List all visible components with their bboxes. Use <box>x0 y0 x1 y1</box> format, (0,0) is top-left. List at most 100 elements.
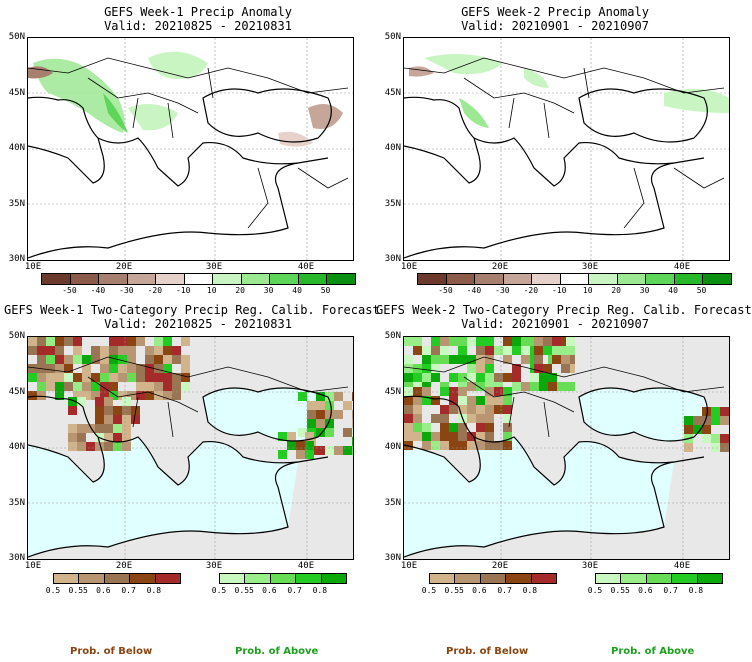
colorbar-swatch <box>531 574 557 583</box>
colorbar-swatch <box>697 574 723 583</box>
probability-cell <box>440 432 449 441</box>
probability-cell <box>28 391 37 400</box>
probability-cell <box>77 397 86 406</box>
colorbar-tick-label: 10 <box>206 286 217 295</box>
probability-cell <box>720 443 729 452</box>
probability-cell <box>343 446 352 455</box>
probability-cell <box>113 424 122 433</box>
probability-cell <box>449 396 458 405</box>
probability-cell <box>404 414 413 423</box>
probability-cell <box>181 373 190 382</box>
probability-cell <box>95 397 104 406</box>
probability-cell <box>503 405 512 414</box>
probability-cell <box>305 432 314 441</box>
probability-cell <box>109 346 118 355</box>
colorbar-tick-label: 0.55 <box>68 586 88 595</box>
lon-label: 40E <box>673 561 691 571</box>
probability-cell <box>503 387 512 396</box>
lon-label: 10E <box>24 561 42 571</box>
probability-cells <box>28 337 353 459</box>
probability-cell <box>127 364 136 373</box>
probability-cell <box>449 441 458 450</box>
colorbar-swatch <box>617 274 647 284</box>
probability-cell <box>476 364 485 373</box>
lat-label: 50N <box>8 32 25 42</box>
panel3-title: GEFS Week-1 Two-Category Precip Reg. Cal… <box>4 303 380 317</box>
probability-cell <box>68 424 77 433</box>
probability-cell <box>46 355 55 364</box>
probability-cell <box>543 346 552 355</box>
panel3-valid: Valid: 20210825 - 20210831 <box>104 317 292 331</box>
lon-label: 30E <box>581 561 599 571</box>
colorbar-swatch <box>155 574 181 583</box>
colorbar-tick-label: 20 <box>611 286 621 295</box>
colorbar-tick-label: -40 <box>466 286 482 295</box>
coastlines <box>28 88 332 259</box>
probability-cell <box>503 414 512 423</box>
probability-cell <box>485 364 494 373</box>
probability-cell <box>73 373 82 382</box>
probability-cell <box>476 414 485 423</box>
probability-cell <box>458 337 467 346</box>
probability-cell <box>413 405 422 414</box>
probability-cell <box>325 446 334 455</box>
lon-label: 40E <box>297 262 315 272</box>
probability-cell <box>82 355 91 364</box>
probability-cell <box>702 434 711 443</box>
probability-cell <box>37 337 46 346</box>
map-week2-anomaly <box>404 38 729 260</box>
lat-label: 45N <box>8 387 25 397</box>
probability-cell <box>118 346 127 355</box>
probability-cell <box>476 405 485 414</box>
panel1-valid: Valid: 20210825 - 20210831 <box>104 19 292 33</box>
probability-cell <box>539 382 548 391</box>
probability-cell <box>404 382 413 391</box>
panel2-title: GEFS Week-2 Precip Anomaly <box>461 5 649 19</box>
probability-cell <box>343 428 352 437</box>
probability-cell <box>494 396 503 405</box>
colorbar-swatch <box>184 274 214 284</box>
map-panel-week2-probability <box>403 336 730 560</box>
colorbar-swatch <box>589 274 618 284</box>
probability-cell <box>118 337 127 346</box>
lon-label: 10E <box>400 262 418 272</box>
probability-cell <box>91 346 100 355</box>
lat-label: 35N <box>384 498 401 508</box>
probability-cell <box>64 364 73 373</box>
probability-cell <box>145 355 154 364</box>
probability-cell <box>702 425 711 434</box>
above-colorbar <box>595 573 723 584</box>
probability-cell <box>467 364 476 373</box>
colorbar-swatch <box>213 274 242 284</box>
probability-cell <box>431 373 440 382</box>
probability-cell <box>422 355 431 364</box>
probability-cell <box>476 423 485 432</box>
probability-cell <box>458 441 467 450</box>
colorbar-tick-label: 50 <box>320 286 331 295</box>
probability-cell <box>127 391 136 400</box>
probability-cell <box>73 346 82 355</box>
probability-cell <box>711 407 720 416</box>
colorbar-tick-label: 0.7 <box>663 586 678 595</box>
probability-cell <box>404 364 413 373</box>
probability-cell <box>64 355 73 364</box>
colorbar-tick-label: 0.8 <box>312 586 328 595</box>
probability-cell <box>422 364 431 373</box>
probability-cell <box>163 355 172 364</box>
probability-cell <box>46 337 55 346</box>
probability-cell <box>82 373 91 382</box>
probability-cell <box>458 387 467 396</box>
probability-cell <box>539 373 548 382</box>
colorbar-swatch <box>130 574 156 583</box>
probability-cell <box>720 416 729 425</box>
lon-label: 40E <box>673 262 691 272</box>
probability-cell <box>503 423 512 432</box>
probability-cell <box>73 391 82 400</box>
probability-cell <box>343 401 352 410</box>
lat-label: 30N <box>8 553 25 563</box>
colorbar-tick-label: 0.6 <box>472 586 487 595</box>
probability-cell <box>95 424 104 433</box>
colorbar-swatch <box>703 274 732 284</box>
colorbar-swatch <box>560 274 590 284</box>
probability-cell <box>68 433 77 442</box>
